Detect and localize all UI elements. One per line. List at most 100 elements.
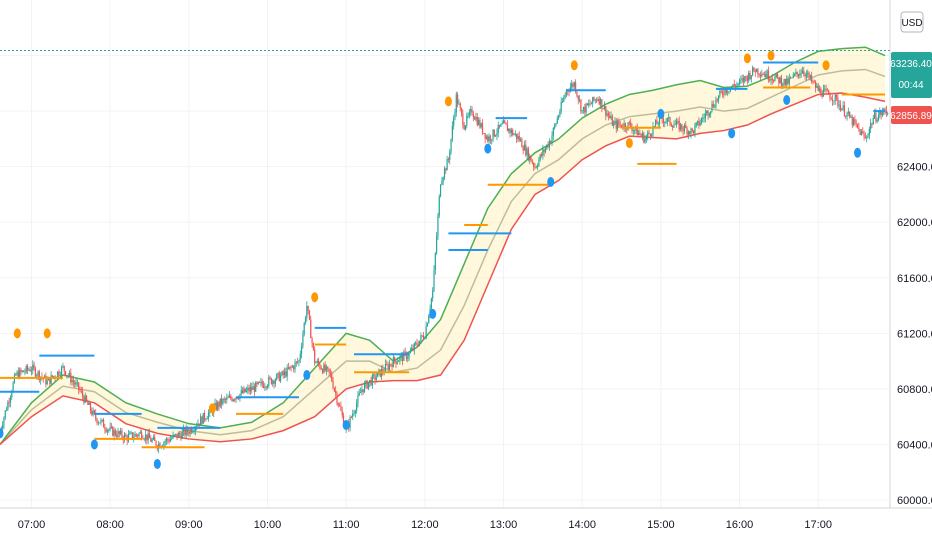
candle-body: [787, 78, 789, 84]
candle-body: [401, 354, 404, 361]
candle-body: [189, 428, 191, 434]
candle-body: [167, 438, 169, 441]
candle-body: [662, 119, 665, 123]
candle-body: [538, 159, 540, 166]
candle-body: [62, 365, 64, 367]
candle-body: [449, 152, 451, 160]
x-tick-label: 17:00: [804, 519, 832, 531]
candle-body: [307, 305, 309, 311]
currency-button[interactable]: USD: [900, 11, 924, 33]
candle-body: [699, 122, 701, 126]
candle-body: [767, 70, 769, 80]
candle-body: [533, 163, 535, 167]
candle-body: [795, 72, 797, 75]
candle-body: [185, 427, 187, 435]
candle-body: [300, 346, 303, 354]
candle-body: [67, 375, 69, 377]
candle-body: [788, 78, 790, 84]
candle-body: [412, 348, 414, 351]
candle-body: [21, 370, 23, 372]
candle-body: [262, 384, 265, 388]
candle-body: [884, 108, 886, 111]
candle-body: [318, 360, 320, 365]
candle-body: [618, 121, 620, 125]
candle-body: [727, 91, 729, 93]
candle-body: [677, 120, 679, 122]
candle-body: [797, 74, 800, 76]
candle-body: [294, 362, 296, 370]
candle-body: [643, 133, 645, 143]
candle-body: [248, 387, 250, 392]
candle-body: [240, 390, 242, 395]
candle-body: [177, 433, 179, 438]
candle-body: [131, 432, 134, 439]
candle-body: [356, 403, 358, 411]
candle-body: [366, 380, 368, 389]
signal-dots-layer: [0, 50, 862, 469]
candle-body: [755, 68, 758, 73]
candle-body: [841, 108, 843, 111]
candle-body: [38, 371, 40, 380]
candle-body: [105, 429, 107, 432]
candle-body: [540, 154, 543, 156]
candle-body: [172, 434, 174, 439]
candle-body: [483, 133, 485, 134]
candle-body: [243, 388, 245, 393]
candle-body: [238, 398, 240, 400]
candle-body: [323, 364, 325, 373]
candle-body: [479, 120, 481, 128]
candle-body: [763, 74, 766, 76]
signal-dot-blue: [484, 143, 492, 154]
candle-body: [304, 318, 307, 323]
candle-body: [725, 89, 728, 93]
candle-body: [339, 405, 341, 407]
candle-body: [17, 371, 19, 378]
candle-body: [561, 101, 564, 103]
candle-body: [201, 416, 203, 424]
candle-body: [146, 434, 148, 441]
candle-body: [108, 429, 110, 431]
candle-body: [519, 139, 522, 141]
candle-body: [138, 433, 140, 437]
candle-body: [298, 360, 300, 363]
candle-body: [342, 415, 345, 426]
candle-body: [155, 440, 157, 447]
candle-body: [470, 109, 472, 112]
signal-dot-orange: [743, 53, 751, 64]
candle-body: [415, 342, 417, 344]
candle-body: [276, 374, 278, 380]
candle-body: [851, 116, 853, 126]
candle-body: [881, 112, 884, 116]
candle-body: [438, 196, 440, 216]
candle-body: [698, 120, 700, 126]
candle-body: [814, 81, 817, 88]
candle-body: [854, 118, 856, 123]
signal-dot-blue: [303, 370, 311, 381]
candle-body: [776, 73, 779, 78]
candle-body: [839, 104, 842, 111]
candle-body: [544, 148, 547, 152]
candle-body: [392, 357, 394, 368]
indicator-price-label: 62856.89: [890, 106, 932, 124]
candle-body: [186, 427, 189, 433]
candle-body: [761, 74, 763, 77]
candle-body: [350, 417, 353, 418]
candle-body: [859, 129, 861, 136]
candle-body: [749, 72, 751, 79]
candle-body: [64, 371, 67, 376]
candle-body: [451, 125, 453, 140]
candle-body: [734, 85, 737, 88]
candle-body: [474, 117, 476, 120]
candle-body: [316, 360, 318, 363]
candle-body: [653, 126, 655, 127]
candle-body: [811, 75, 813, 82]
candle-body: [575, 82, 577, 92]
time-scale-ticks[interactable]: 07:00 08:00 09:00 10:00 11:00 12:00 13:00 14:00…: [18, 519, 832, 531]
candle-body: [599, 99, 602, 105]
candle-body: [736, 84, 738, 88]
candle-body: [508, 128, 510, 132]
candle-body: [200, 416, 202, 425]
signal-dot-orange: [822, 60, 830, 71]
candle-body: [708, 113, 710, 116]
